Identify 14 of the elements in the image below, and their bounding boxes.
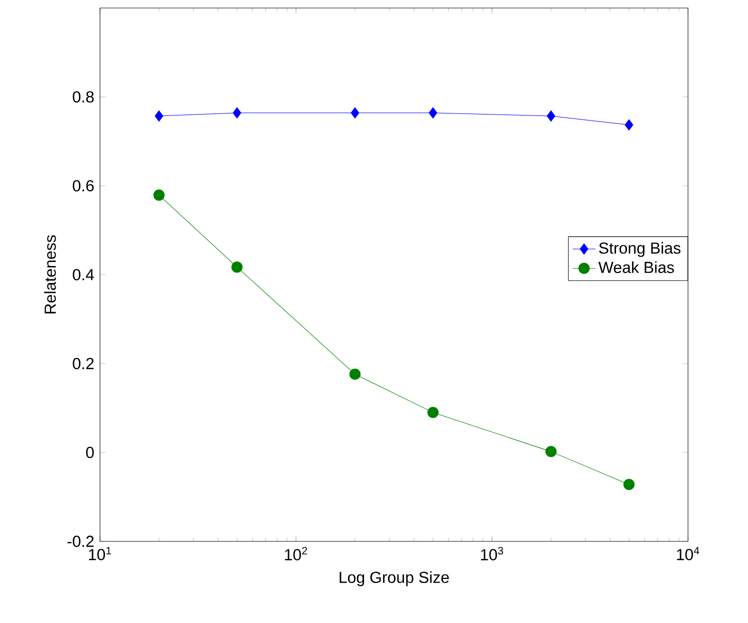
y-tick-label: 0.8 <box>72 91 94 103</box>
y-tick-label: 0.6 <box>72 180 94 192</box>
legend-label: Strong Bias <box>599 242 680 258</box>
legend-label: Weak Bias <box>598 262 674 274</box>
y-tick-label: 0.4 <box>72 269 94 280</box>
x-tick-label: 10$^{1}$ <box>89 547 112 560</box>
x-axis-title: Log Group Size <box>340 571 449 586</box>
y-tick-label: 0.2 <box>72 358 94 370</box>
y-axis-title: Relateness <box>44 235 56 314</box>
x-tick-label: 10$^{4}$ <box>677 547 700 560</box>
x-tick-label: 10$^{3}$ <box>481 547 504 560</box>
y-tick-label: -0.2 <box>68 536 94 548</box>
y-tick-label: 0 <box>86 446 94 458</box>
x-tick-label: 10$^{2}$ <box>285 547 307 560</box>
